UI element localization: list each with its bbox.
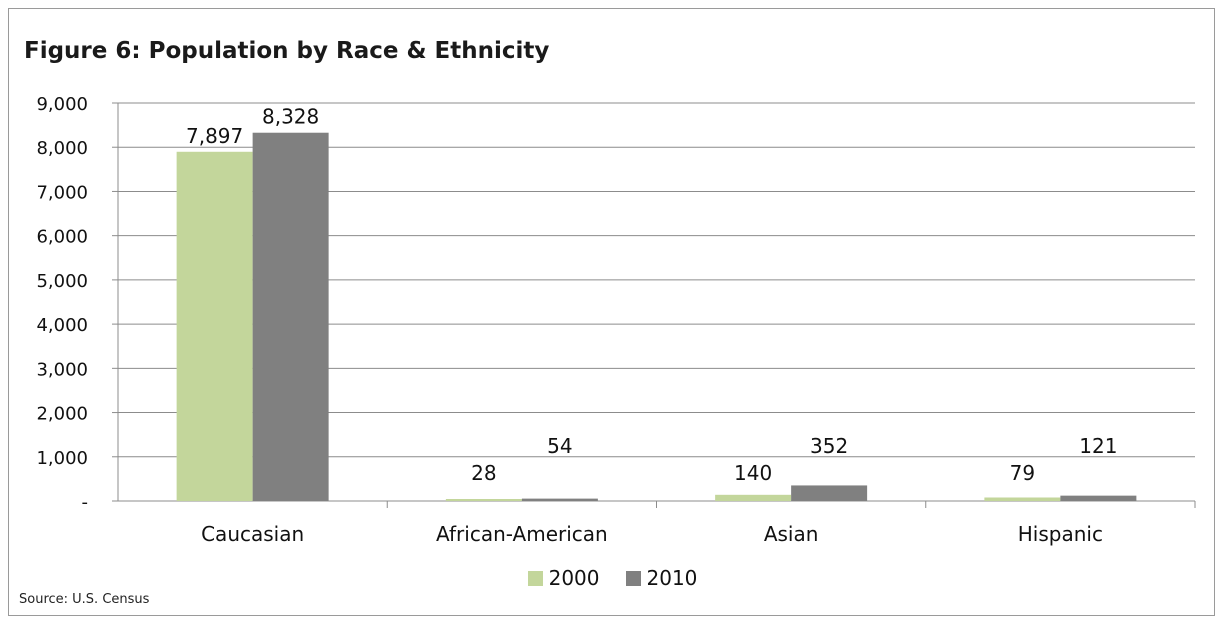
bar-2000-asian [715, 494, 792, 501]
bar-2000-caucasian [176, 151, 253, 502]
legend-label-2010: 2010 [646, 566, 698, 590]
data-label: 54 [547, 434, 572, 458]
legend-item-2000: 2000 [527, 566, 600, 590]
y-tick-label: 2,000 [36, 404, 88, 425]
data-label: 140 [734, 461, 772, 485]
y-tick-label: 4,000 [36, 315, 88, 336]
bar-2000-hispanic [984, 497, 1061, 501]
y-tick-label: 7,000 [36, 182, 88, 203]
y-tick-label: 5,000 [36, 271, 88, 292]
chart-title: Figure 6: Population by Race & Ethnicity [24, 38, 550, 64]
bar-2010-hispanic [1060, 495, 1137, 501]
bar-2010-asian [791, 485, 868, 501]
category-label: Caucasian [201, 522, 304, 546]
source-note: Source: U.S. Census [19, 592, 150, 607]
y-tick-label: 9,000 [36, 94, 88, 115]
data-label: 7,897 [186, 124, 243, 148]
data-label: 28 [471, 461, 496, 485]
y-tick-label: 3,000 [36, 359, 88, 380]
y-tick-label: 8,000 [36, 138, 88, 159]
category-label: African-American [436, 522, 608, 546]
bar-2010-caucasian [252, 132, 329, 501]
category-label: Hispanic [1018, 522, 1103, 546]
data-label: 121 [1079, 434, 1117, 458]
legend-label-2000: 2000 [548, 566, 600, 590]
legend-swatch-2010 [625, 570, 641, 586]
bar-2010-african-american [521, 498, 598, 501]
legend-item-2010: 2010 [625, 566, 698, 590]
legend: 2000 2010 [0, 566, 1225, 590]
data-label: 79 [1010, 461, 1035, 485]
category-label: Asian [764, 522, 819, 546]
y-tick-label: 1,000 [36, 448, 88, 469]
data-label: 8,328 [262, 105, 319, 129]
y-tick-label: - [82, 492, 89, 513]
bar-2000-african-american [445, 499, 522, 501]
legend-swatch-2000 [527, 570, 543, 586]
data-label: 352 [810, 434, 848, 458]
y-tick-label: 6,000 [36, 227, 88, 248]
